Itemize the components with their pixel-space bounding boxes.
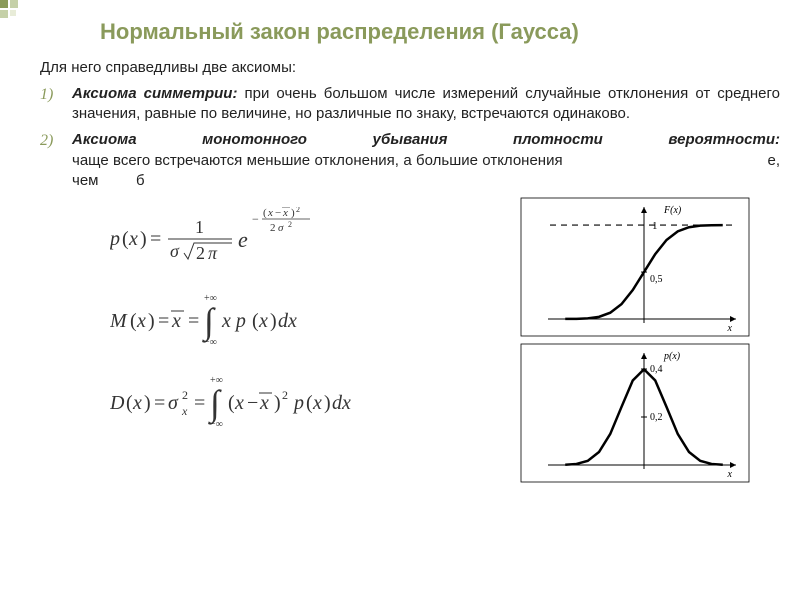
svg-text:M: M xyxy=(110,310,128,332)
svg-text:): ) xyxy=(291,207,295,219)
svg-text:0,2: 0,2 xyxy=(650,412,663,423)
svg-text:): ) xyxy=(148,310,155,332)
svg-text:=: = xyxy=(188,310,199,332)
svg-text:−: − xyxy=(247,392,258,414)
svg-text:−: − xyxy=(252,212,259,226)
svg-text:x p: x p xyxy=(221,310,246,332)
svg-text:x: x xyxy=(132,392,142,414)
svg-text:=: = xyxy=(150,228,161,250)
svg-text:2: 2 xyxy=(182,388,188,402)
svg-text:): ) xyxy=(144,392,151,414)
intro-text: Для него справедливы две аксиомы: xyxy=(40,58,780,78)
svg-text:(: ( xyxy=(130,310,137,332)
svg-text:σ: σ xyxy=(168,392,179,414)
svg-text:(: ( xyxy=(122,228,129,250)
svg-text:x: x xyxy=(727,323,733,334)
svg-text:x: x xyxy=(267,207,273,219)
svg-text:): ) xyxy=(274,392,281,414)
svg-text:(: ( xyxy=(306,392,313,414)
pdf-chart: x p(x) 0,2 0,4 xyxy=(520,343,750,483)
svg-text:−∞: −∞ xyxy=(204,337,217,348)
corner-decoration xyxy=(0,0,40,40)
svg-text:π: π xyxy=(208,243,218,263)
svg-text:(: ( xyxy=(228,392,235,414)
svg-text:2: 2 xyxy=(282,388,288,402)
svg-text:(: ( xyxy=(126,392,133,414)
svg-text:1: 1 xyxy=(195,217,204,237)
svg-text:D: D xyxy=(110,392,125,414)
svg-text:F(x): F(x) xyxy=(663,205,682,216)
formula-mean: M ( x ) = x = ∫ +∞ −∞ x p ( x ) dx xyxy=(110,289,340,349)
svg-text:x: x xyxy=(727,469,733,480)
svg-text:x: x xyxy=(282,207,288,219)
formula-column: p ( x ) = 1 σ 2 π e − xyxy=(40,197,520,490)
axiom-list: 1) Аксиома симметрии: при очень большом … xyxy=(40,84,780,191)
svg-text:2: 2 xyxy=(270,222,276,234)
chart-column: x F(x) 1 0,5 x p(x) 0,2 0,4 xyxy=(520,197,780,490)
svg-text:0,4: 0,4 xyxy=(650,364,663,375)
svg-text:x: x xyxy=(136,310,146,332)
svg-text:dx: dx xyxy=(278,310,297,332)
svg-text:=: = xyxy=(194,392,205,414)
svg-text:1: 1 xyxy=(652,220,658,232)
svg-text:p(x): p(x) xyxy=(663,351,681,362)
svg-text:e: e xyxy=(238,227,248,252)
svg-text:−∞: −∞ xyxy=(210,419,223,430)
svg-text:): ) xyxy=(324,392,331,414)
axiom-item-2: 2) Аксиома монотонного убывания плотност… xyxy=(40,130,780,191)
svg-text:p: p xyxy=(110,228,120,250)
svg-text:p: p xyxy=(292,392,304,414)
svg-text:2: 2 xyxy=(288,220,292,229)
svg-text:0,5: 0,5 xyxy=(650,274,663,285)
axiom-title: Аксиома монотонного убывания плотности в… xyxy=(72,130,780,150)
svg-text:=: = xyxy=(158,310,169,332)
title-text: Нормальный закон распределения (Гаусса) xyxy=(100,19,579,44)
axiom-number: 2) xyxy=(40,130,53,152)
svg-text:(: ( xyxy=(252,310,259,332)
svg-text:σ: σ xyxy=(278,222,284,234)
svg-text:−: − xyxy=(275,207,281,219)
svg-text:(: ( xyxy=(263,207,267,219)
slide-body: Для него справедливы две аксиомы: 1) Акс… xyxy=(0,52,800,490)
svg-text:x: x xyxy=(258,310,268,332)
svg-text:x: x xyxy=(312,392,322,414)
svg-text:=: = xyxy=(154,392,165,414)
svg-text:2: 2 xyxy=(196,243,205,263)
axiom-number: 1) xyxy=(40,84,53,106)
formula-pdf: p ( x ) = 1 σ 2 π e − xyxy=(110,207,340,267)
svg-text:x: x xyxy=(171,310,181,332)
cdf-chart: x F(x) 1 0,5 xyxy=(520,197,750,337)
formula-variance: D ( x ) = σ 2 x = ∫ +∞ −∞ ( x − x xyxy=(110,371,390,431)
svg-text:x: x xyxy=(234,392,244,414)
slide-title: Нормальный закон распределения (Гаусса) xyxy=(0,0,800,52)
axiom-title: Аксиома симметрии: xyxy=(72,85,237,102)
svg-text:dx: dx xyxy=(332,392,351,414)
svg-text:x: x xyxy=(181,404,188,418)
svg-text:2: 2 xyxy=(296,207,300,214)
svg-text:σ: σ xyxy=(170,241,180,261)
svg-text:): ) xyxy=(270,310,277,332)
svg-text:): ) xyxy=(140,228,147,250)
axiom-item-1: 1) Аксиома симметрии: при очень большом … xyxy=(40,84,780,125)
content-row: p ( x ) = 1 σ 2 π e − xyxy=(40,197,780,490)
svg-text:+∞: +∞ xyxy=(204,293,217,304)
svg-text:+∞: +∞ xyxy=(210,375,223,386)
svg-text:x: x xyxy=(128,228,138,250)
svg-text:x: x xyxy=(259,392,269,414)
